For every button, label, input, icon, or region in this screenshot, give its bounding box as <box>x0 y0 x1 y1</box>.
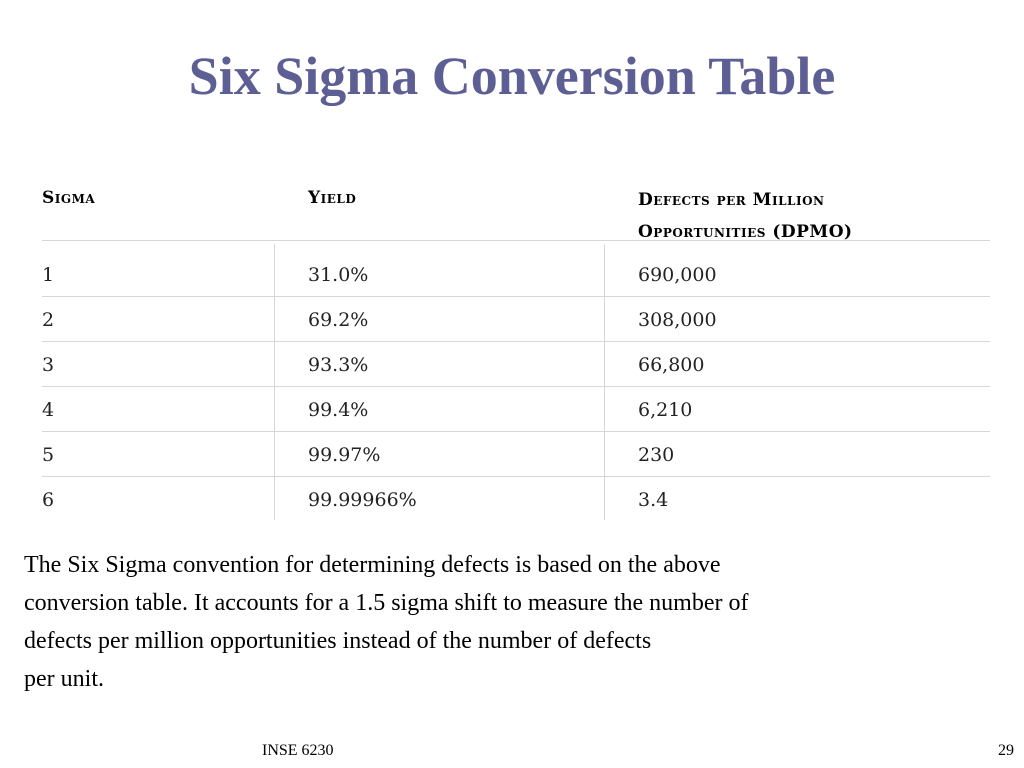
header-dpmo-line1: Defects per Million <box>638 190 825 210</box>
footer-page-number: 29 <box>998 742 1014 759</box>
body-line: per unit. <box>24 666 104 692</box>
table-row: 4 99.4% 6,210 <box>42 387 990 432</box>
body-paragraph: The Six Sigma convention for determining… <box>24 546 984 698</box>
table-row: 6 99.99966% 3.4 <box>42 477 990 522</box>
slide-title: Six Sigma Conversion Table <box>188 46 836 106</box>
cell-yield: 99.99966% <box>308 489 417 511</box>
header-dpmo-line2: Opportunities (DPMO) <box>638 222 853 242</box>
cell-dpmo: 66,800 <box>638 354 705 376</box>
cell-dpmo: 308,000 <box>638 309 717 331</box>
cell-dpmo: 6,210 <box>638 399 693 421</box>
header-divider <box>42 240 990 241</box>
row-divider <box>42 476 990 477</box>
table-body: 1 31.0% 690,000 2 69.2% 308,000 3 93.3% … <box>42 252 990 522</box>
body-line: conversion table. It accounts for a 1.5 … <box>24 590 749 616</box>
body-line: The Six Sigma convention for determining… <box>24 552 721 578</box>
footer-course: INSE 6230 <box>262 742 334 759</box>
table-header: Sigma Yield Defects per Million Opportun… <box>42 182 990 242</box>
header-sigma: Sigma <box>42 188 96 208</box>
cell-sigma: 3 <box>42 354 55 376</box>
row-divider <box>42 341 990 342</box>
row-divider <box>42 296 990 297</box>
table-row: 1 31.0% 690,000 <box>42 252 990 297</box>
table-row: 5 99.97% 230 <box>42 432 990 477</box>
conversion-table: Sigma Yield Defects per Million Opportun… <box>42 182 990 520</box>
cell-yield: 99.97% <box>308 444 381 466</box>
body-line: defects per million opportunities instea… <box>24 628 652 654</box>
row-divider <box>42 431 990 432</box>
cell-dpmo: 690,000 <box>638 264 717 286</box>
cell-dpmo: 230 <box>638 444 675 466</box>
header-yield: Yield <box>308 188 357 208</box>
cell-yield: 31.0% <box>308 264 369 286</box>
table-row: 3 93.3% 66,800 <box>42 342 990 387</box>
column-divider <box>604 244 605 520</box>
cell-sigma: 1 <box>42 264 55 286</box>
cell-sigma: 5 <box>42 444 55 466</box>
cell-sigma: 4 <box>42 399 55 421</box>
cell-yield: 69.2% <box>308 309 369 331</box>
header-dpmo: Defects per Million Opportunities (DPMO) <box>638 184 853 248</box>
row-divider <box>42 386 990 387</box>
cell-sigma: 2 <box>42 309 55 331</box>
table-row: 2 69.2% 308,000 <box>42 297 990 342</box>
cell-dpmo: 3.4 <box>638 489 669 511</box>
cell-sigma: 6 <box>42 489 55 511</box>
cell-yield: 93.3% <box>308 354 369 376</box>
cell-yield: 99.4% <box>308 399 369 421</box>
column-divider <box>274 244 275 520</box>
